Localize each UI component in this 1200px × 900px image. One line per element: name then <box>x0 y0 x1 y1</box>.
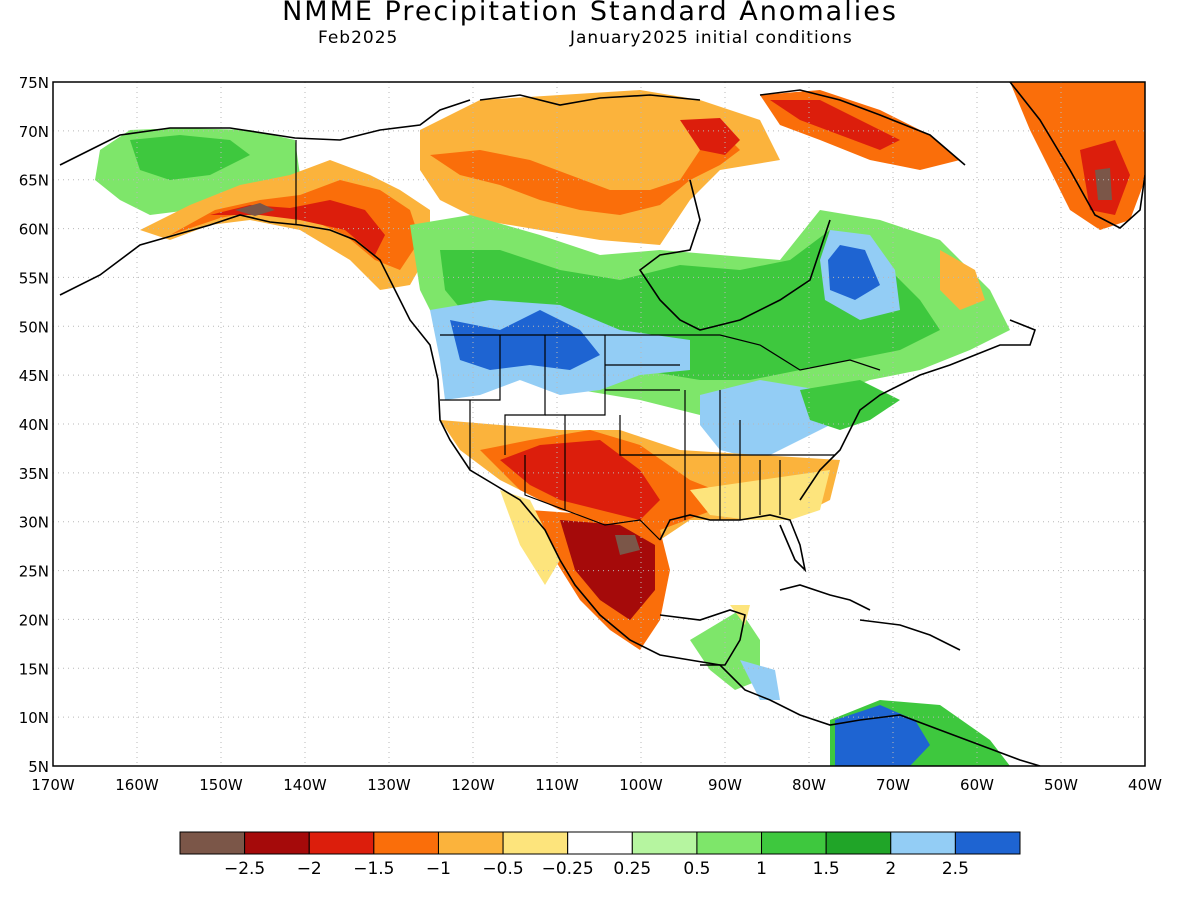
latitude-tick-label: 50N <box>19 318 49 336</box>
region-baffin-dry2 <box>770 100 900 150</box>
longitude-tick-label: 130W <box>367 776 411 794</box>
latitude-tick-label: 15N <box>19 660 49 678</box>
longitude-tick-label: 120W <box>451 776 495 794</box>
legend-tick-label: −0.25 <box>542 859 594 879</box>
longitude-tick-label: 60W <box>960 776 994 794</box>
legend-tick-label: 0.5 <box>683 859 710 879</box>
legend-swatch <box>373 831 439 855</box>
region-quebec-blue-dark <box>828 245 880 300</box>
legend-tick-label: −2 <box>297 859 322 879</box>
legend-swatch <box>825 831 892 855</box>
legend-swatch <box>437 831 504 855</box>
anomaly-field <box>95 82 1145 766</box>
latitude-tick-label: 5N <box>28 758 49 776</box>
region-greenland-dry <box>1010 82 1145 230</box>
longitude-tick-label: 160W <box>115 776 159 794</box>
latitude-tick-label: 35N <box>19 465 49 483</box>
region-mexico-dry3 <box>615 535 640 555</box>
legend-swatch <box>244 831 310 855</box>
legend-swatch <box>567 831 633 855</box>
legend-tick-label: −1 <box>426 859 451 879</box>
latitude-tick-label: 10N <box>19 709 49 727</box>
coastlines <box>59 82 1145 766</box>
color-legend: −2.5 −2 −1.5 −1 −0.5 −0.25 0.25 0.5 1 1.5 2 2.5 <box>179 831 1021 879</box>
legend-tick-label: −0.5 <box>482 859 523 879</box>
region-greenland-dry3 <box>1095 168 1112 200</box>
region-central-america-blue <box>740 660 780 700</box>
region-baja-dry <box>500 490 560 585</box>
latitude-tick-label: 75N <box>19 74 49 92</box>
latitude-tick-label: 30N <box>19 514 49 532</box>
latitude-tick-label: 55N <box>19 269 49 287</box>
legend-tick-label: 0.25 <box>613 859 651 879</box>
latitude-tick-label: 45N <box>19 367 49 385</box>
legend-swatch <box>890 831 956 855</box>
latitude-tick-label: 65N <box>19 172 49 190</box>
longitude-tick-label: 40W <box>1128 776 1162 794</box>
legend-tick-label: −1.5 <box>353 859 394 879</box>
legend-swatch <box>696 831 763 855</box>
region-pnw-wet-dark <box>450 310 600 370</box>
latitude-tick-label: 20N <box>19 611 49 629</box>
region-labrador-dry <box>940 250 985 310</box>
longitude-tick-label: 100W <box>619 776 663 794</box>
longitude-tick-label: 140W <box>283 776 327 794</box>
latitude-tick-label: 40N <box>19 416 49 434</box>
political-boundaries <box>295 140 881 541</box>
latitude-tick-label: 60N <box>19 221 49 239</box>
region-alaska-north-wet-dark <box>130 135 250 180</box>
longitude-tick-label: 90W <box>708 776 742 794</box>
longitude-tick-label: 110W <box>535 776 579 794</box>
valid-month: Feb2025 <box>318 28 399 48</box>
legend-swatch <box>179 831 246 855</box>
legend-swatch <box>308 831 375 855</box>
region-alaska-south-dry2 <box>170 180 420 270</box>
longitude-tick-label: 70W <box>876 776 910 794</box>
latitude-tick-label: 25N <box>19 563 49 581</box>
latitude-tick-label: 70N <box>19 123 49 141</box>
legend-swatch <box>631 831 698 855</box>
longitude-tick-label: 150W <box>199 776 243 794</box>
legend-tick-label: 2 <box>885 859 896 879</box>
region-southwest-dry3 <box>500 440 660 520</box>
plot-frame <box>52 81 1146 767</box>
longitude-tick-label: 50W <box>1044 776 1078 794</box>
map-title: NMME Precipitation Standard Anomalies <box>282 0 898 27</box>
legend-tick-label: 1 <box>756 859 767 879</box>
region-caribbean-dry <box>730 605 750 625</box>
legend-swatch <box>954 831 1021 855</box>
lat-lon-grid <box>53 82 1145 766</box>
legend-swatch <box>502 831 569 855</box>
latitude-labels: 75N 70N 65N 60N 55N 50N 45N 40N 35N 30N 25N 20N 15N 1… <box>19 74 49 776</box>
legend-tick-label: −2.5 <box>224 859 265 879</box>
longitude-tick-label: 170W <box>31 776 75 794</box>
init-conditions: January2025 initial conditions <box>570 28 853 48</box>
region-northeast-wet <box>800 380 900 430</box>
region-alaska-south-dry4 <box>235 203 275 216</box>
region-arctic-dry2 <box>430 130 740 215</box>
legend-tick-label: 2.5 <box>942 859 969 879</box>
longitude-labels: 170W 160W 150W 140W 130W 120W 110W 100W 90W 80W 70… <box>31 776 1162 794</box>
legend-tick-label: 1.5 <box>813 859 840 879</box>
legend-swatch <box>761 831 827 855</box>
longitude-tick-label: 80W <box>792 776 826 794</box>
